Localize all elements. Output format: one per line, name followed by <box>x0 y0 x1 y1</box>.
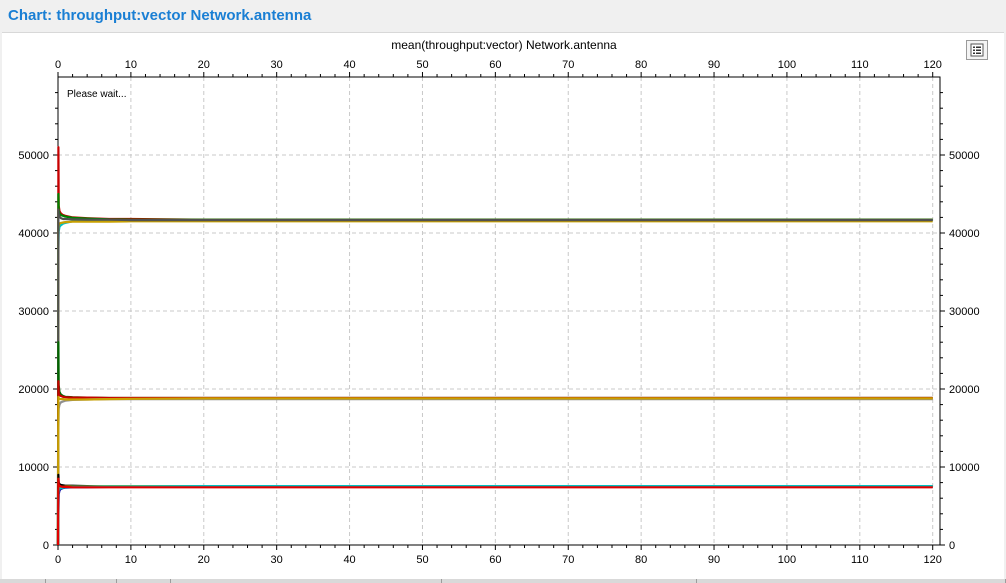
tab-2[interactable] <box>170 579 442 583</box>
x-tick-label-bottom: 100 <box>778 554 796 566</box>
y-tick-label-left: 10000 <box>18 462 49 474</box>
series-line-12 <box>56 485 933 546</box>
chart-frame <box>2 32 1004 580</box>
x-tick-label-top: 120 <box>924 59 942 71</box>
series-line-5 <box>56 208 933 546</box>
x-tick-label-top: 20 <box>198 59 210 71</box>
x-tick-label-top: 100 <box>778 59 796 71</box>
x-tick-label-bottom: 50 <box>416 554 428 566</box>
x-tick-label-top: 70 <box>562 59 574 71</box>
y-tick-label-left: 40000 <box>18 228 49 240</box>
x-tick-label-bottom: 40 <box>343 554 355 566</box>
y-tick-label-right: 40000 <box>949 228 980 240</box>
series-line-9 <box>56 395 933 546</box>
x-tick-label-top: 90 <box>708 59 720 71</box>
y-tick-label-right: 10000 <box>949 462 980 474</box>
series-line-10 <box>56 485 933 546</box>
x-tick-label-top: 10 <box>125 59 137 71</box>
x-tick-label-top: 60 <box>489 59 501 71</box>
x-tick-label-bottom: 70 <box>562 554 574 566</box>
legend-list-icon <box>970 43 984 57</box>
tab-1[interactable] <box>45 579 117 583</box>
x-tick-label-bottom: 20 <box>198 554 210 566</box>
x-tick-label-bottom: 110 <box>851 554 869 566</box>
x-tick-label-top: 40 <box>343 59 355 71</box>
y-tick-label-right: 30000 <box>949 306 980 318</box>
x-tick-label-top: 110 <box>851 59 869 71</box>
x-tick-label-top: 80 <box>635 59 647 71</box>
window-title: Chart: throughput:vector Network.antenna <box>8 7 312 24</box>
tab-3[interactable] <box>696 579 1006 583</box>
chart-title: mean(throughput:vector) Network.antenna <box>391 38 617 52</box>
x-tick-label-bottom: 60 <box>489 554 501 566</box>
bottom-tab-strip <box>0 579 1006 583</box>
series-lines <box>56 146 933 546</box>
y-tick-label-left: 0 <box>43 540 49 552</box>
legend-button[interactable] <box>966 40 988 60</box>
series-line-13 <box>56 485 933 546</box>
x-tick-label-bottom: 0 <box>55 554 61 566</box>
loading-text: Please wait... <box>67 89 126 100</box>
y-tick-label-right: 20000 <box>949 384 980 396</box>
axes: 0010102020303040405050606070708080909010… <box>18 59 979 566</box>
y-tick-label-left: 20000 <box>18 384 49 396</box>
x-tick-label-top: 0 <box>55 59 61 71</box>
x-tick-label-bottom: 90 <box>708 554 720 566</box>
x-tick-label-bottom: 120 <box>924 554 942 566</box>
y-tick-label-right: 50000 <box>949 150 980 162</box>
series-line-14 <box>56 477 933 546</box>
x-tick-label-top: 30 <box>271 59 283 71</box>
y-tick-label-right: 0 <box>949 540 955 552</box>
x-tick-label-bottom: 80 <box>635 554 647 566</box>
x-tick-label-bottom: 30 <box>271 554 283 566</box>
x-tick-label-top: 50 <box>416 59 428 71</box>
grid-lines <box>58 77 940 545</box>
y-tick-label-left: 50000 <box>18 150 49 162</box>
x-tick-label-bottom: 10 <box>125 554 137 566</box>
y-tick-label-left: 30000 <box>18 306 49 318</box>
